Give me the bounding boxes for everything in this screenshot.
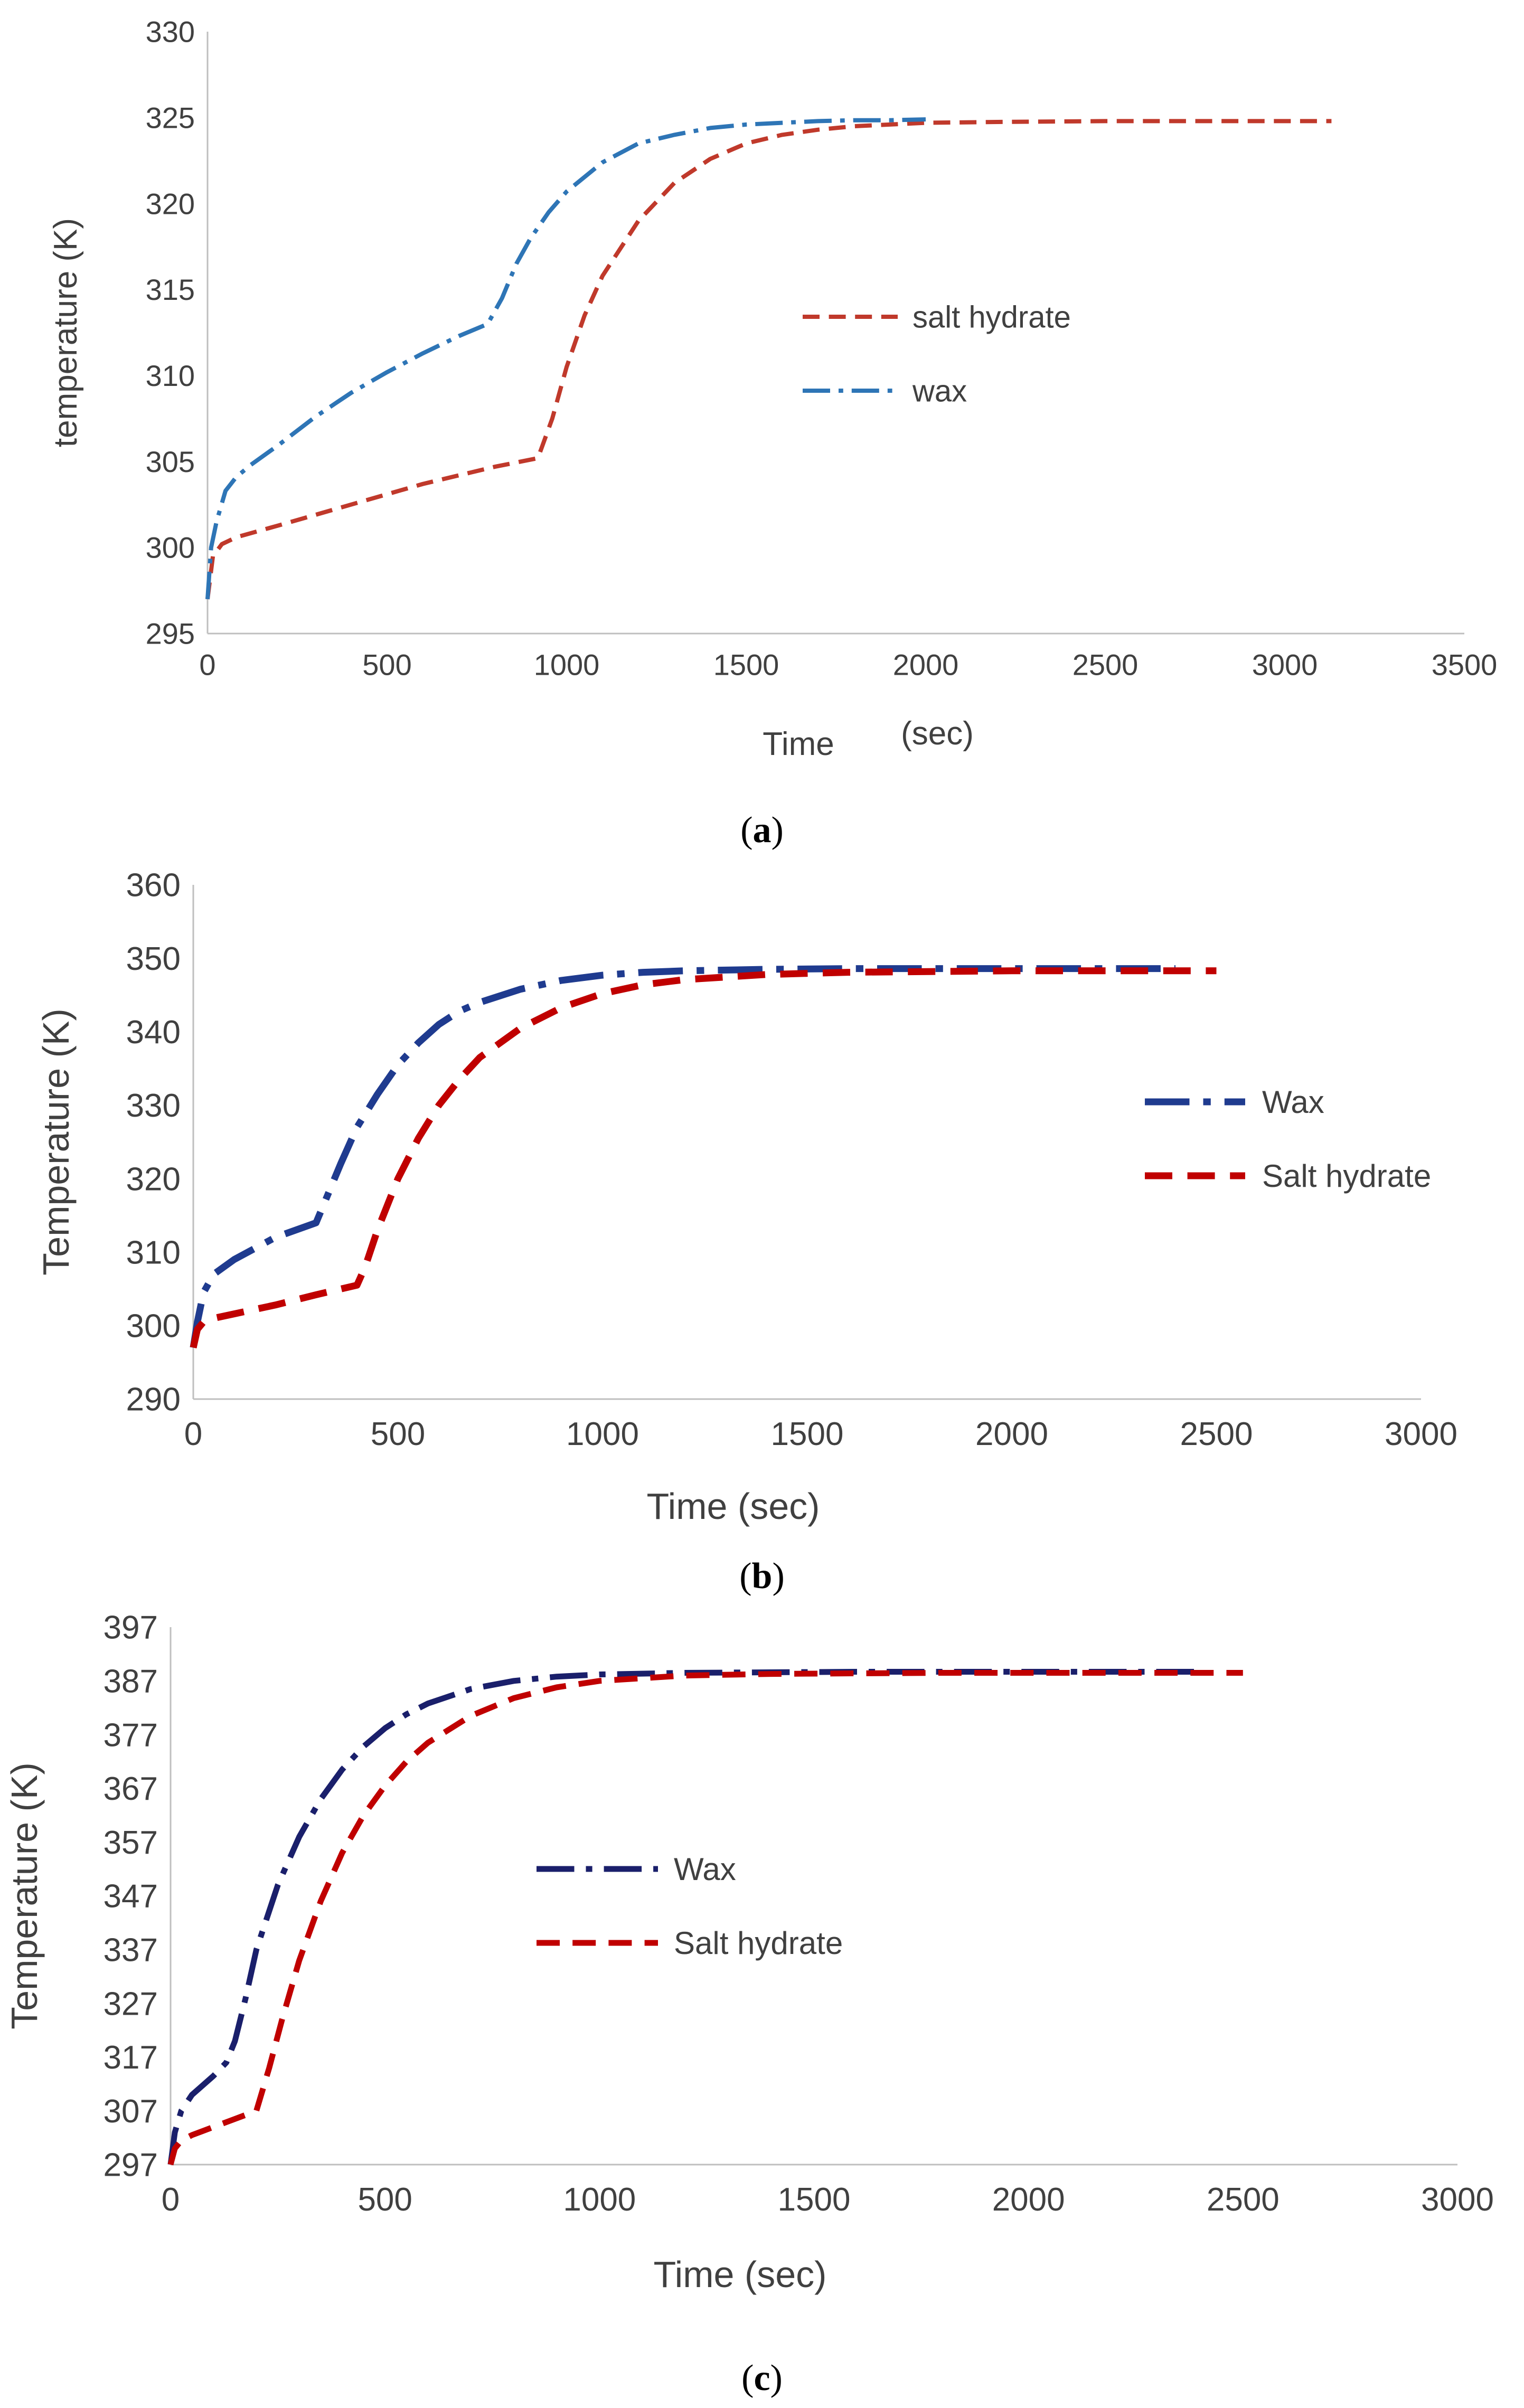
y-tick-label: 317	[104, 2039, 158, 2076]
x-axis-title: Time (sec)	[647, 1486, 820, 1527]
legend-label: Salt hydrate	[1262, 1158, 1431, 1194]
panel-caption-letter: b	[752, 1556, 773, 1597]
y-tick-label: 315	[146, 273, 195, 306]
x-tick-label: 2000	[893, 648, 959, 681]
y-tick-label: 337	[104, 1932, 158, 1969]
x-tick-label: 1500	[713, 648, 779, 681]
x-axis-title: Time (sec)	[654, 2254, 827, 2295]
x-tick-label: 1000	[566, 1416, 639, 1452]
y-tick-label: 377	[104, 1717, 158, 1753]
y-tick-label: 325	[146, 101, 195, 134]
panel-caption: (b)	[739, 1556, 785, 1597]
y-tick-label: 387	[104, 1664, 158, 1700]
series-line-wax	[167, 1669, 1200, 2165]
y-tick-label: 327	[104, 1986, 158, 2022]
legend-label: wax	[912, 374, 967, 408]
y-tick-label: 310	[126, 1234, 181, 1271]
x-axis-title-unit: (sec)	[901, 715, 974, 752]
x-tick-label: 3500	[1432, 648, 1498, 681]
panel-caption: (c)	[741, 2358, 783, 2398]
y-tick-label: 397	[104, 1610, 158, 1646]
y-axis-title: Temperature (K)	[35, 1008, 77, 1276]
x-tick-label: 0	[184, 1416, 202, 1452]
x-tick-label: 1500	[771, 1416, 844, 1452]
legend-label: Wax	[1262, 1084, 1324, 1120]
x-tick-label: 3000	[1421, 2182, 1494, 2218]
legend-label: Salt hydrate	[674, 1925, 843, 1961]
x-tick-label: 2500	[1073, 648, 1139, 681]
x-tick-label: 500	[371, 1416, 425, 1452]
x-tick-label: 1000	[563, 2182, 636, 2218]
x-tick-label: 2500	[1180, 1416, 1253, 1452]
x-tick-label: 2500	[1207, 2182, 1280, 2218]
y-tick-label: 347	[104, 1878, 158, 1915]
y-tick-label: 307	[104, 2093, 158, 2130]
x-axis-title: Time	[763, 726, 834, 762]
legend-label: salt hydrate	[912, 300, 1071, 334]
x-tick-label: 500	[362, 648, 411, 681]
x-tick-label: 0	[162, 2182, 180, 2218]
y-tick-label: 357	[104, 1825, 158, 1861]
y-tick-label: 360	[126, 867, 181, 904]
panel-a: 295 300 305 310 315 320 325 330 0 500 1000 1500 2000…	[48, 15, 1497, 851]
x-tick-label: 3000	[1252, 648, 1318, 681]
y-tick-label: 320	[126, 1161, 181, 1197]
x-tick-label: 2000	[975, 1416, 1048, 1452]
y-tick-label: 305	[146, 445, 195, 478]
y-tick-label: 330	[126, 1088, 181, 1124]
y-tick-label: 350	[126, 941, 181, 977]
panel-caption-letter: a	[753, 810, 772, 851]
x-tick-label: 1500	[778, 2182, 851, 2218]
x-tick-label: 2000	[992, 2182, 1065, 2218]
legend-label: Wax	[674, 1852, 736, 1887]
y-tick-label: 297	[104, 2147, 158, 2184]
y-tick-label: 330	[146, 15, 195, 49]
series-line-wax	[190, 965, 1175, 1348]
series-line-wax	[205, 117, 926, 600]
y-axis-title: Temperature (K)	[4, 1762, 45, 2029]
y-tick-label: 340	[126, 1014, 181, 1051]
panel-caption-letter: c	[754, 2358, 770, 2398]
x-tick-label: 500	[358, 2182, 412, 2218]
series-line-salt-hydrate	[190, 967, 1217, 1349]
y-tick-label: 300	[146, 531, 195, 564]
y-tick-label: 367	[104, 1771, 158, 1807]
series-line-salt-hydrate	[205, 119, 1332, 600]
y-tick-label: 310	[146, 359, 195, 392]
x-tick-label: 0	[199, 648, 215, 681]
y-tick-label: 290	[126, 1382, 181, 1418]
panel-b: 290 300 310 320 330 340 350 360 0 500 1000 1500 2000…	[35, 867, 1457, 1597]
panel-caption: (a)	[740, 810, 784, 851]
x-tick-label: 3000	[1385, 1416, 1457, 1452]
x-tick-label: 1000	[534, 648, 600, 681]
y-tick-label: 300	[126, 1308, 181, 1345]
y-tick-label: 320	[146, 187, 195, 220]
y-tick-label: 295	[146, 617, 195, 650]
panel-c: 297 307 317 327 337 347 357 367 377 387 397 0 500 100…	[4, 1610, 1494, 2398]
y-axis-title: temperature (K)	[48, 218, 84, 447]
